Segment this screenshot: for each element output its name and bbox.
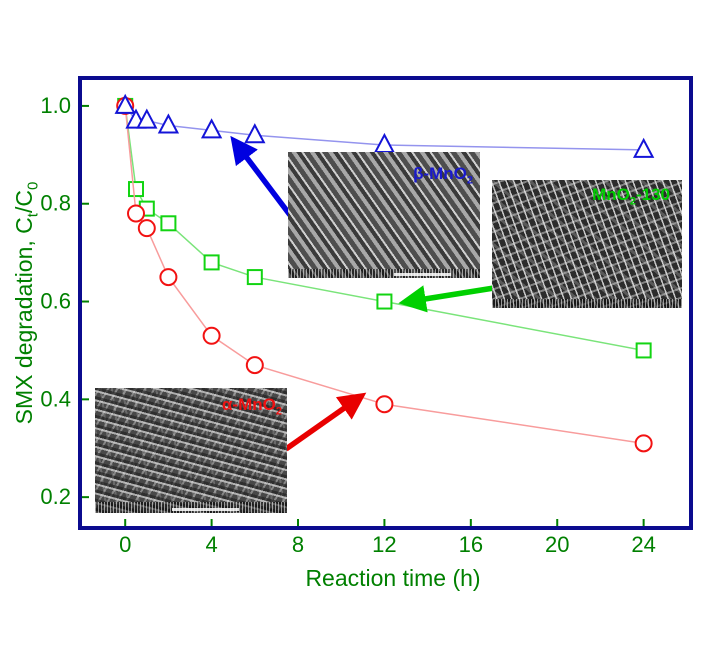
x-tick-label: 4 — [205, 532, 217, 557]
sem-footer-bar — [95, 502, 287, 513]
sem-inset-beta-mno2: β-MnO2 — [288, 152, 480, 278]
data-point-square — [203, 254, 220, 271]
x-tick-label: 24 — [631, 532, 655, 557]
y-tick-label: 1.0 — [40, 93, 71, 118]
inset-label-beta-mno2: β-MnO2 — [413, 165, 473, 186]
inset-label-text: β-MnO — [413, 164, 467, 183]
inset-label-subscript: 2 — [275, 405, 282, 418]
sem-footer-bar — [288, 269, 480, 278]
y-tick-label: 0.6 — [40, 289, 71, 314]
y-axis-title-subscript-0: 0 — [24, 181, 42, 191]
y-axis-title: SMX degradation, Ct/C0 — [11, 123, 42, 483]
y-tick-label: 0.8 — [40, 191, 71, 216]
data-point-triangle — [114, 93, 136, 114]
inset-label-text: α-MnO — [221, 395, 276, 414]
data-point-triangle — [157, 113, 180, 134]
data-point-triangle — [136, 108, 158, 129]
sem-scale-bar — [171, 508, 239, 511]
data-point-triangle — [373, 132, 396, 154]
data-point-square — [635, 342, 652, 359]
data-point-circle — [202, 326, 221, 345]
y-axis-title-text: SMX degradation, C — [11, 217, 37, 425]
x-axis-title: Reaction time (h) — [305, 565, 481, 591]
sem-footer-bar — [492, 299, 682, 308]
x-tick-label: 8 — [292, 532, 304, 557]
plot-frame — [78, 76, 693, 530]
inset-label-mno2-130: MnO2-130 — [592, 186, 670, 207]
annotation-arrow-red — [284, 392, 367, 452]
x-tick-label: 0 — [119, 532, 131, 557]
sem-inset-mno2-130: MnO2-130 — [492, 180, 682, 308]
x-tick-label: 16 — [459, 532, 483, 557]
data-point-circle — [137, 219, 156, 238]
sem-scale-bar — [393, 273, 452, 276]
data-point-circle — [634, 434, 653, 453]
y-tick-label: 0.4 — [40, 386, 71, 411]
data-point-circle — [245, 356, 264, 375]
data-point-square — [128, 181, 145, 198]
inset-label-alpha-mno2: α-MnO2 — [222, 396, 282, 417]
data-point-triangle — [632, 137, 655, 158]
data-point-circle — [127, 204, 146, 223]
sem-micrograph-texture — [288, 152, 480, 278]
data-point-circle — [159, 268, 178, 287]
y-tick-label: 0.2 — [40, 484, 71, 509]
inset-label-subscript: 2 — [466, 174, 473, 187]
inset-label-text: MnO — [592, 185, 630, 204]
y-axis-title-text: /C — [11, 190, 37, 214]
inset-label-subscript: 2 — [629, 195, 636, 208]
sem-micrograph-texture — [492, 180, 682, 308]
data-point-triangle — [244, 123, 266, 144]
y-axis-title-subscript-t: t — [24, 213, 42, 218]
data-point-triangle — [200, 118, 223, 139]
sem-micrograph-texture — [95, 388, 287, 513]
x-tick-label: 20 — [545, 532, 569, 557]
annotation-arrow-green — [398, 285, 495, 313]
x-tick-label: 12 — [372, 532, 396, 557]
data-point-square — [246, 269, 263, 286]
annotation-arrow-blue — [230, 135, 293, 217]
data-point-circle — [375, 395, 394, 414]
data-point-square — [160, 215, 177, 232]
sem-inset-alpha-mno2: α-MnO2 — [95, 388, 287, 513]
data-point-square — [376, 293, 393, 310]
inset-label-suffix: -130 — [635, 185, 670, 204]
